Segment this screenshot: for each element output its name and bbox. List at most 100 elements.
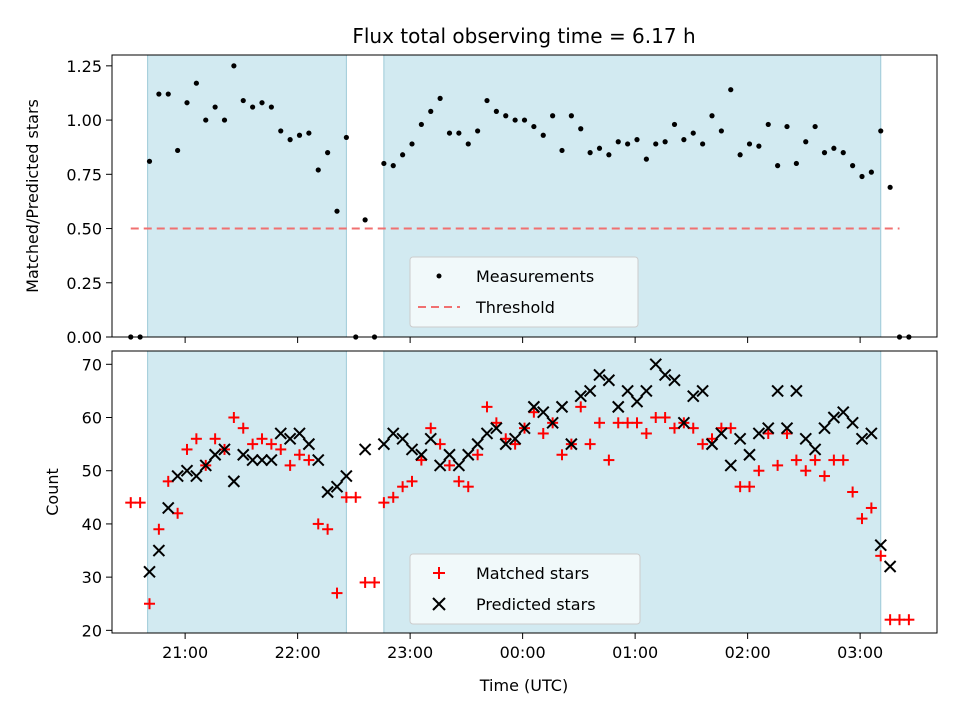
matched-star-point	[312, 518, 324, 530]
measurement-point	[531, 123, 537, 130]
measurement-point	[512, 117, 518, 123]
measurement-point	[250, 104, 256, 110]
measurement-point	[231, 63, 237, 69]
predicted-star-point	[640, 384, 653, 398]
matched-star-point	[144, 598, 155, 610]
count-panel-frame	[111, 350, 938, 634]
measurement-point	[156, 91, 162, 97]
predicted-star-point	[537, 405, 550, 419]
matched-star-point	[687, 422, 699, 434]
predicted-star-point	[546, 416, 559, 430]
predicted-star-point	[602, 374, 616, 387]
measurement-point	[737, 152, 743, 158]
matched-star-point	[537, 427, 549, 439]
matched-star-point	[415, 454, 427, 466]
matched-star-point	[631, 417, 643, 429]
measurement-point	[625, 141, 631, 147]
matched-star-point	[744, 481, 755, 493]
measurement-point	[765, 121, 771, 128]
predicted-star-point	[246, 453, 259, 467]
measurement-point	[840, 150, 846, 156]
matched-star-point	[228, 412, 240, 424]
matched-star-point	[594, 417, 605, 429]
predicted-star-point	[199, 459, 212, 472]
matched-star-point	[472, 449, 484, 461]
matched-star-point	[884, 614, 896, 626]
matched-star-point	[500, 433, 512, 445]
legend-measurements-marker	[436, 273, 442, 279]
measurement-point	[184, 100, 190, 106]
y-tick-label: 60	[82, 409, 102, 428]
measurement-point	[812, 123, 818, 130]
predicted-star-point	[743, 448, 756, 461]
measurement-point	[409, 141, 415, 147]
measurement-point	[475, 128, 481, 134]
matched-star-point	[387, 491, 399, 503]
legend-predicted-stars-marker	[432, 597, 446, 611]
measurement-point	[700, 141, 706, 147]
matched-star-point	[331, 587, 343, 599]
predicted-star-point	[396, 432, 409, 445]
y-tick-label: 0.00	[66, 328, 102, 347]
matched-star-point	[875, 550, 887, 562]
chart-title: Flux total observing time = 6.17 h	[352, 24, 695, 48]
y-tick-label: 1.00	[66, 111, 102, 130]
measurement-point	[334, 208, 340, 214]
predicted-star-point	[790, 384, 803, 398]
y-tick-label: 0.25	[66, 274, 102, 293]
predicted-star-point	[255, 453, 269, 467]
measurement-point	[287, 137, 293, 143]
ratio-panel: 0.00 0.25 0.50 0.75 1.00 1.25 Flux total obse…	[23, 24, 938, 347]
measurement-point	[728, 87, 734, 93]
measurement-point	[193, 80, 199, 86]
ratio-panel-y-ticks: 0.00 0.25 0.50 0.75 1.00 1.25	[66, 57, 112, 347]
predicted-star-point	[687, 390, 700, 403]
matched-star-point	[153, 523, 165, 535]
predicted-star-point	[649, 358, 662, 371]
measurement-point	[859, 173, 865, 180]
predicted-star-point	[677, 416, 691, 430]
measurement-point	[746, 141, 753, 147]
measurement-point	[146, 158, 153, 164]
ratio-panel-y-axis-label: Matched/Predicted stars	[23, 99, 42, 293]
measurement-point	[503, 113, 509, 119]
predicted-star-point	[705, 437, 719, 451]
predicted-star-point	[312, 453, 325, 467]
predicted-star-point	[171, 469, 184, 483]
predicted-star-point	[433, 459, 447, 472]
predicted-star-point	[208, 448, 222, 461]
matched-star-point	[247, 438, 259, 450]
measurement-point	[390, 163, 396, 169]
predicted-star-point	[818, 421, 831, 435]
x-tick-label: 02:00	[725, 643, 771, 662]
predicted-star-point	[190, 469, 203, 483]
predicted-stars-points	[143, 358, 897, 579]
measurement-point	[240, 97, 246, 104]
measurement-point	[437, 95, 443, 101]
y-tick-label: 0.50	[66, 220, 102, 239]
x-tick-label: 03:00	[837, 643, 883, 662]
x-tick-label: 23:00	[387, 643, 433, 662]
matched-star-point	[490, 417, 502, 429]
matched-star-point	[894, 614, 905, 626]
count-panel: 20 30 40 50 60 70 21:00 22:00 23:00 00:00 01:00 02…	[43, 350, 938, 695]
predicted-star-point	[415, 448, 428, 461]
predicted-star-point	[462, 448, 475, 461]
predicted-star-point	[668, 374, 681, 387]
predicted-star-point	[265, 453, 278, 467]
measurement-point	[343, 134, 349, 141]
measurement-point	[521, 117, 528, 123]
matched-star-point	[847, 486, 859, 498]
predicted-star-point	[283, 432, 297, 445]
matched-star-point	[256, 433, 268, 445]
measurement-point	[615, 139, 621, 145]
measurement-point	[540, 132, 546, 138]
matched-star-point	[856, 513, 868, 525]
predicted-star-point	[480, 427, 494, 440]
measurement-point	[587, 150, 593, 156]
predicted-star-point	[837, 405, 850, 419]
matched-star-point	[659, 412, 671, 424]
predicted-star-point	[555, 400, 569, 414]
predicted-star-point	[377, 437, 391, 451]
